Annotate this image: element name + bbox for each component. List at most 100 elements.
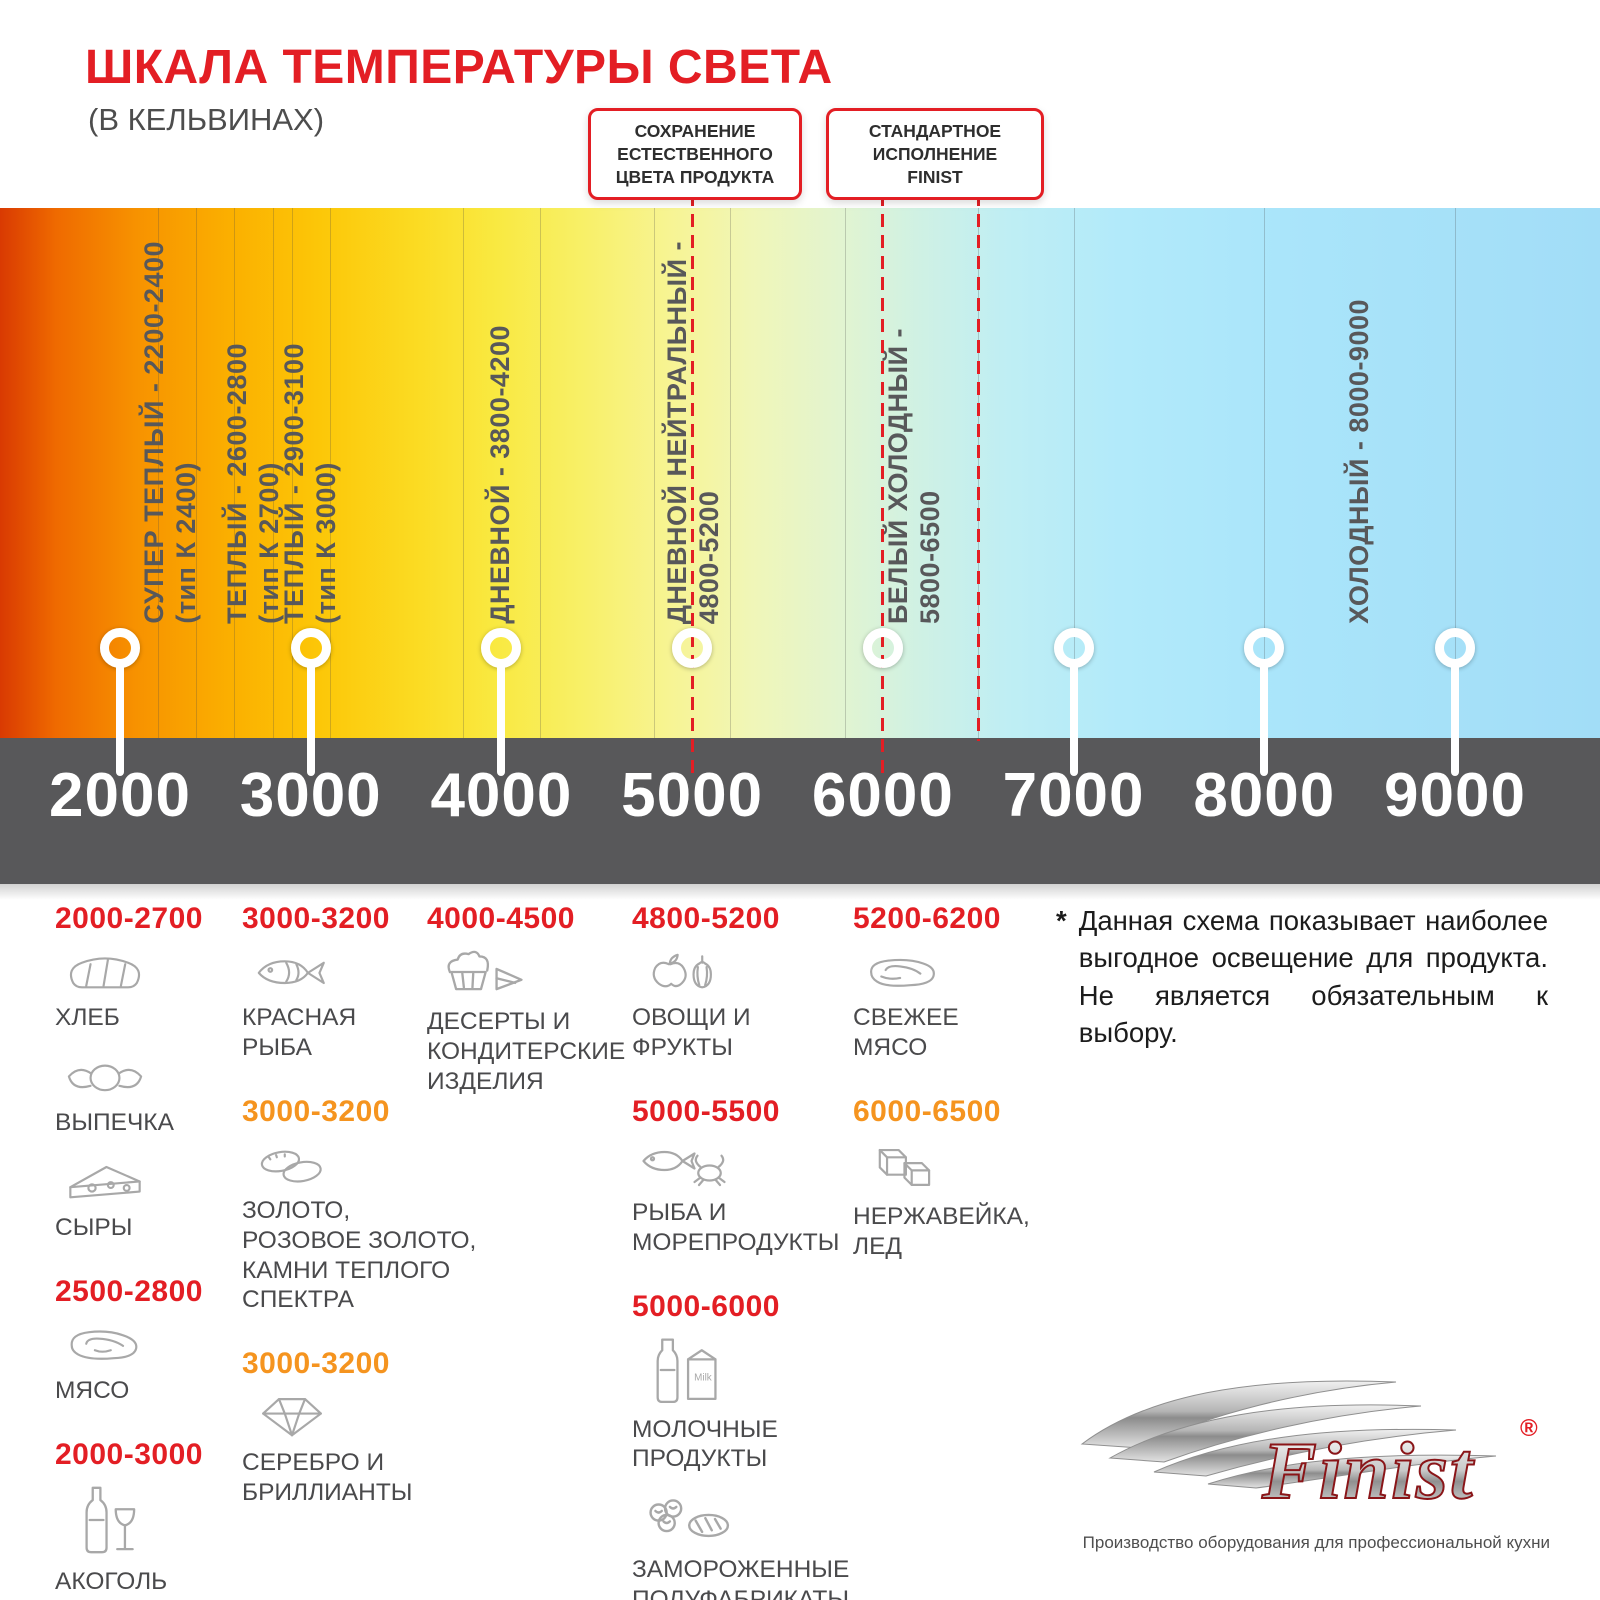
legend-item: ДЕСЕРТЫ И КОНДИТЕРСКИЕ ИЗДЕЛИЯ (427, 944, 637, 1097)
legend-column: 5200-6200 СВЕЖЕЕ МЯСО 6000-6500 НЕРЖАВЕЙКА,… (853, 902, 1053, 1294)
svg-text:Milk: Milk (694, 1372, 712, 1383)
legend-column: 3000-3200 КРАСНАЯ РЫБА 3000-3200 ЗОЛОТО, РО… (242, 902, 482, 1540)
fresh-meat-icon (857, 944, 1053, 1001)
page-title: ШКАЛА ТЕМПЕРАТУРЫ СВЕТА (85, 41, 833, 94)
legend-item: НЕРЖАВЕЙКА, ЛЕД (853, 1137, 1053, 1262)
legend-item: ЗАМОРОЖЕННЫЕ ПОЛУФАБРИКАТЫ (632, 1490, 894, 1600)
scale-gridline (654, 208, 655, 738)
category-label: ВЫПЕЧКА (55, 1108, 174, 1136)
kelvin-gradient-band: СУПЕР ТЕПЛЫЙ - 2200-2400 (тип К 2400) ТЕП… (0, 208, 1600, 738)
rings-icon (246, 1137, 482, 1194)
scale-gridline (329, 208, 331, 738)
category-range: 3000-3200 (242, 902, 390, 935)
scale-gridline (196, 208, 198, 738)
kelvin-axis-bar: 2000 3000 4000 5000 6000 7000 8000 9000 (0, 738, 1600, 884)
zone-label: БЕЛЫЙ ХОЛОДНЫЙ - 5800-6500 (883, 328, 946, 624)
zone-label: ХОЛОДНЫЙ - 8000-9000 (1343, 299, 1374, 624)
category-group: 2000-2700 ХЛЕБ ВЫПЕЧКА СЫРЫ (55, 902, 235, 1243)
zone-label: ТЕПЛЫЙ - 2900-3100 (тип К 3000) (278, 343, 341, 624)
zone-label: ДНЕВНОЙ НЕЙТРАЛЬНЫЙ - 4800-5200 (662, 240, 725, 624)
category-group: 6000-6500 НЕРЖАВЕЙКА, ЛЕД (853, 1095, 1053, 1262)
category-label: РЫБА И МОРЕПРОДУКТЫ (632, 1198, 840, 1256)
footnote-text: Данная схема показывает наиболее выгодно… (1078, 905, 1548, 1049)
category-range: 5000-6000 (632, 1289, 780, 1323)
category-group: 5000-5500 РЫБА И МОРЕПРОДУКТЫ (632, 1095, 894, 1258)
frozen-icon (636, 1490, 894, 1553)
category-label: НЕРЖАВЕЙКА, ЛЕД (853, 1202, 1030, 1260)
scale-gridline (1455, 208, 1456, 738)
legend-item: РЫБА И МОРЕПРОДУКТЫ (632, 1137, 894, 1258)
diamond-icon (246, 1389, 482, 1446)
category-group: 4800-5200 ОВОЩИ И ФРУКТЫ (632, 902, 894, 1063)
zone-label: ДНЕВНОЙ - 3800-4200 (485, 325, 516, 624)
category-label: СЕРЕБРО И БРИЛЛИАНТЫ (242, 1449, 413, 1507)
category-label: ОВОЩИ И ФРУКТЫ (632, 1004, 751, 1061)
legend-item: АКОГОЛЬ (55, 1480, 235, 1597)
ice-icon (857, 1137, 1053, 1200)
footnote-asterisk: * (1056, 905, 1067, 936)
croissant-icon (59, 1049, 235, 1106)
category-group: 5000-6000 Milk МОЛОЧНЫЕ ПРОДУКТЫ ЗАМОРОЖЕНН… (632, 1290, 894, 1600)
legend-item: СЫРЫ (55, 1154, 235, 1243)
logo-registered-mark: ® (1520, 1415, 1538, 1442)
category-range: 2000-3000 (55, 1437, 203, 1471)
fish-icon (246, 944, 482, 1001)
vegetables-icon (636, 944, 894, 1001)
legend-item: ЗОЛОТО, РОЗОВОЕ ЗОЛОТО, КАМНИ ТЕПЛОГО СП… (242, 1137, 482, 1316)
footnote: * Данная схема показывает наиболее выгод… (1056, 902, 1548, 1052)
scale-gridline (234, 208, 236, 738)
cheese-icon (59, 1154, 235, 1211)
callout-box: СОХРАНЕНИЕ ЕСТЕСТВЕННОГО ЦВЕТА ПРОДУКТА (588, 108, 802, 201)
category-group: 3000-3200 КРАСНАЯ РЫБА (242, 902, 482, 1063)
scale-gridline (539, 208, 541, 738)
page-subtitle: (В КЕЛЬВИНАХ) (88, 102, 325, 137)
scale-gridline (291, 208, 293, 738)
category-label: СЫРЫ (55, 1213, 133, 1241)
scale-marker (672, 628, 713, 668)
category-label: ХЛЕБ (55, 1004, 120, 1031)
callout-box: СТАНДАРТНОЕ ИСПОЛНЕНИЕ FINIST (826, 108, 1044, 201)
scale-gridline (730, 208, 732, 738)
callout-pointer-line (690, 193, 694, 776)
scale-gridline (158, 208, 160, 738)
marker-stem (1260, 662, 1269, 776)
marker-stem (497, 662, 506, 776)
category-label: МЯСО (55, 1376, 130, 1404)
category-range: 5200-6200 (853, 902, 1001, 935)
dessert-icon (431, 944, 637, 1005)
meat-icon (59, 1317, 235, 1374)
legend-column: 4800-5200 ОВОЩИ И ФРУКТЫ 5000-5500 РЫБА И М… (632, 902, 894, 1600)
scale-gridline (844, 208, 846, 738)
marker-stem (116, 662, 124, 776)
category-group: 3000-3200 СЕРЕБРО И БРИЛЛИАНТЫ (242, 1347, 482, 1508)
category-range: 2500-2800 (55, 1274, 203, 1308)
category-label: ДЕСЕРТЫ И КОНДИТЕРСКИЕ ИЗДЕЛИЯ (427, 1008, 626, 1095)
scale-gridline (463, 208, 465, 738)
category-label: МОЛОЧНЫЕ ПРОДУКТЫ (632, 1415, 778, 1473)
scale-gridline (1073, 208, 1075, 738)
scale-marker (862, 628, 903, 668)
legend-item: ВЫПЕЧКА (55, 1049, 235, 1138)
logo-tagline: Производство оборудования для профессион… (1082, 1533, 1550, 1552)
legend-item: Milk МОЛОЧНЫЕ ПРОДУКТЫ (632, 1332, 894, 1475)
category-group: 2000-3000 АКОГОЛЬ (55, 1438, 235, 1597)
zone-label: СУПЕР ТЕПЛЫЙ - 2200-2400 (тип К 2400) (139, 241, 202, 624)
seafood-icon (636, 1137, 894, 1196)
legend-item: СВЕЖЕЕ МЯСО (853, 944, 1053, 1063)
category-range: 5000-5500 (632, 1094, 780, 1128)
category-range: 3000-3200 (242, 1347, 390, 1381)
marker-stem (306, 662, 315, 776)
logo-wordmark: Finist (1261, 1425, 1475, 1516)
category-label: ЗАМОРОЖЕННЫЕ ПОЛУФАБРИКАТЫ (632, 1556, 850, 1600)
category-label: ЗОЛОТО, РОЗОВОЕ ЗОЛОТО, КАМНИ ТЕПЛОГО СП… (242, 1196, 477, 1314)
legend-item: СЕРЕБРО И БРИЛЛИАНТЫ (242, 1389, 482, 1508)
legend-item: ХЛЕБ (55, 944, 235, 1033)
legend-column: 2000-2700 ХЛЕБ ВЫПЕЧКА СЫРЫ 2500-2800 МЯСО 200… (55, 902, 235, 1600)
category-label: СВЕЖЕЕ МЯСО (853, 1004, 959, 1061)
category-label: КРАСНАЯ РЫБА (242, 1004, 357, 1061)
zone-label: ТЕПЛЫЙ - 2600-2800 (тип К 2700) (221, 343, 284, 624)
axis-bar-shadow (0, 884, 1600, 900)
callout-pointer-line (976, 193, 980, 741)
category-group: 2500-2800 МЯСО (55, 1275, 235, 1406)
